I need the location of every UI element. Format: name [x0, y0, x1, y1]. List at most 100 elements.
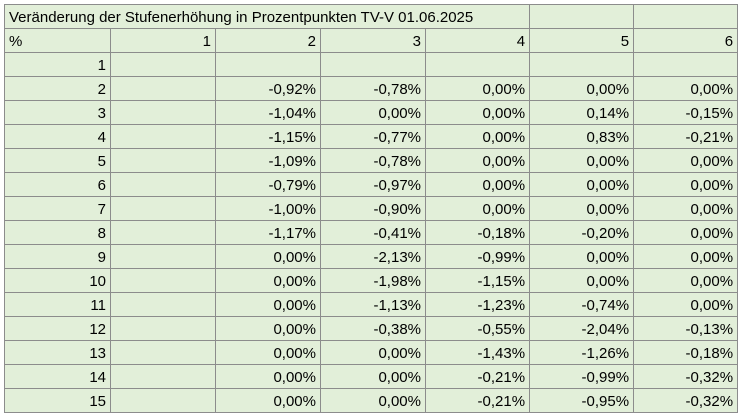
- table-cell[interactable]: 0,00%: [424, 148, 531, 173]
- table-cell[interactable]: -0,32%: [633, 364, 739, 389]
- table-cell[interactable]: 0,00%: [529, 148, 635, 173]
- table-cell[interactable]: -0,20%: [529, 220, 635, 245]
- table-cell[interactable]: -0,77%: [320, 124, 426, 149]
- table-cell[interactable]: -0,15%: [633, 100, 739, 125]
- table-cell[interactable]: -1,26%: [529, 340, 635, 365]
- table-cell[interactable]: 0,00%: [215, 316, 321, 341]
- table-cell[interactable]: [110, 172, 216, 197]
- row-label[interactable]: 4: [4, 124, 111, 149]
- table-cell[interactable]: 0,00%: [215, 244, 321, 269]
- table-cell[interactable]: 0,00%: [529, 244, 635, 269]
- row-label[interactable]: 8: [4, 220, 111, 245]
- table-cell[interactable]: 0,00%: [633, 220, 739, 245]
- row-label[interactable]: 15: [4, 388, 111, 413]
- table-cell[interactable]: -1,13%: [320, 292, 426, 317]
- table-cell[interactable]: [424, 52, 531, 77]
- table-cell[interactable]: [110, 196, 216, 221]
- table-cell[interactable]: -0,21%: [633, 124, 739, 149]
- row-label[interactable]: 10: [4, 268, 111, 293]
- table-cell[interactable]: [110, 340, 216, 365]
- table-cell[interactable]: -2,04%: [529, 316, 635, 341]
- table-cell[interactable]: 0,00%: [529, 196, 635, 221]
- row-label[interactable]: 14: [4, 364, 111, 389]
- table-cell[interactable]: 0,00%: [215, 364, 321, 389]
- table-cell[interactable]: [320, 52, 426, 77]
- table-cell[interactable]: -0,38%: [320, 316, 426, 341]
- table-cell[interactable]: -1,17%: [215, 220, 321, 245]
- table-cell[interactable]: [110, 124, 216, 149]
- table-cell[interactable]: -0,99%: [424, 244, 531, 269]
- table-cell[interactable]: -1,09%: [215, 148, 321, 173]
- table-cell[interactable]: -0,90%: [320, 196, 426, 221]
- table-cell[interactable]: 0,00%: [633, 196, 739, 221]
- table-cell[interactable]: -0,95%: [529, 388, 635, 413]
- row-label[interactable]: 2: [4, 76, 111, 101]
- row-label[interactable]: 13: [4, 340, 111, 365]
- table-cell[interactable]: -1,98%: [320, 268, 426, 293]
- table-cell[interactable]: 0,00%: [633, 148, 739, 173]
- table-cell[interactable]: -0,55%: [424, 316, 531, 341]
- table-cell[interactable]: [215, 52, 321, 77]
- table-cell[interactable]: 0,00%: [320, 100, 426, 125]
- table-cell[interactable]: -0,21%: [424, 388, 531, 413]
- table-cell[interactable]: -2,13%: [320, 244, 426, 269]
- table-cell[interactable]: 0,00%: [529, 268, 635, 293]
- table-cell[interactable]: -0,78%: [320, 148, 426, 173]
- table-cell[interactable]: 0,00%: [633, 268, 739, 293]
- table-cell[interactable]: [110, 316, 216, 341]
- table-cell[interactable]: 0,00%: [529, 172, 635, 197]
- table-cell[interactable]: -1,15%: [424, 268, 531, 293]
- table-cell[interactable]: -1,04%: [215, 100, 321, 125]
- table-cell[interactable]: -0,18%: [424, 220, 531, 245]
- table-cell[interactable]: [110, 268, 216, 293]
- table-cell[interactable]: [110, 292, 216, 317]
- table-cell[interactable]: [529, 52, 635, 77]
- column-header[interactable]: 3: [320, 28, 426, 53]
- table-cell[interactable]: 0,00%: [320, 340, 426, 365]
- table-cell[interactable]: 0,00%: [215, 292, 321, 317]
- table-cell[interactable]: -1,15%: [215, 124, 321, 149]
- row-label[interactable]: 5: [4, 148, 111, 173]
- row-label[interactable]: 9: [4, 244, 111, 269]
- table-cell[interactable]: [110, 220, 216, 245]
- table-cell[interactable]: -0,99%: [529, 364, 635, 389]
- table-cell[interactable]: 0,00%: [633, 292, 739, 317]
- table-cell[interactable]: 0,00%: [633, 172, 739, 197]
- table-cell[interactable]: 0,00%: [424, 124, 531, 149]
- table-cell[interactable]: -0,13%: [633, 316, 739, 341]
- table-cell[interactable]: -1,00%: [215, 196, 321, 221]
- row-label[interactable]: 11: [4, 292, 111, 317]
- table-cell[interactable]: -0,97%: [320, 172, 426, 197]
- table-cell[interactable]: [110, 148, 216, 173]
- table-cell[interactable]: 0,00%: [424, 76, 531, 101]
- table-cell[interactable]: [110, 388, 216, 413]
- column-header[interactable]: 1: [110, 28, 216, 53]
- row-label[interactable]: 3: [4, 100, 111, 125]
- table-cell[interactable]: 0,00%: [529, 76, 635, 101]
- table-cell[interactable]: 0,00%: [215, 268, 321, 293]
- row-label[interactable]: 1: [4, 52, 111, 77]
- column-header[interactable]: 4: [424, 28, 531, 53]
- table-cell[interactable]: -0,74%: [529, 292, 635, 317]
- table-cell[interactable]: 0,00%: [424, 196, 531, 221]
- column-header[interactable]: 6: [633, 28, 739, 53]
- column-header[interactable]: 2: [215, 28, 321, 53]
- table-cell[interactable]: [110, 244, 216, 269]
- row-label[interactable]: 7: [4, 196, 111, 221]
- table-cell[interactable]: -0,32%: [633, 388, 739, 413]
- cell[interactable]: [633, 4, 739, 29]
- table-cell[interactable]: 0,00%: [320, 364, 426, 389]
- table-cell[interactable]: [110, 52, 216, 77]
- table-cell[interactable]: -1,43%: [424, 340, 531, 365]
- table-cell[interactable]: [110, 76, 216, 101]
- table-cell[interactable]: -0,18%: [633, 340, 739, 365]
- table-cell[interactable]: 0,00%: [424, 100, 531, 125]
- corner-header[interactable]: %: [4, 28, 111, 53]
- column-header[interactable]: 5: [529, 28, 635, 53]
- table-cell[interactable]: -0,21%: [424, 364, 531, 389]
- row-label[interactable]: 12: [4, 316, 111, 341]
- table-cell[interactable]: 0,00%: [633, 76, 739, 101]
- table-cell[interactable]: 0,00%: [320, 388, 426, 413]
- table-cell[interactable]: [110, 100, 216, 125]
- cell[interactable]: [529, 4, 635, 29]
